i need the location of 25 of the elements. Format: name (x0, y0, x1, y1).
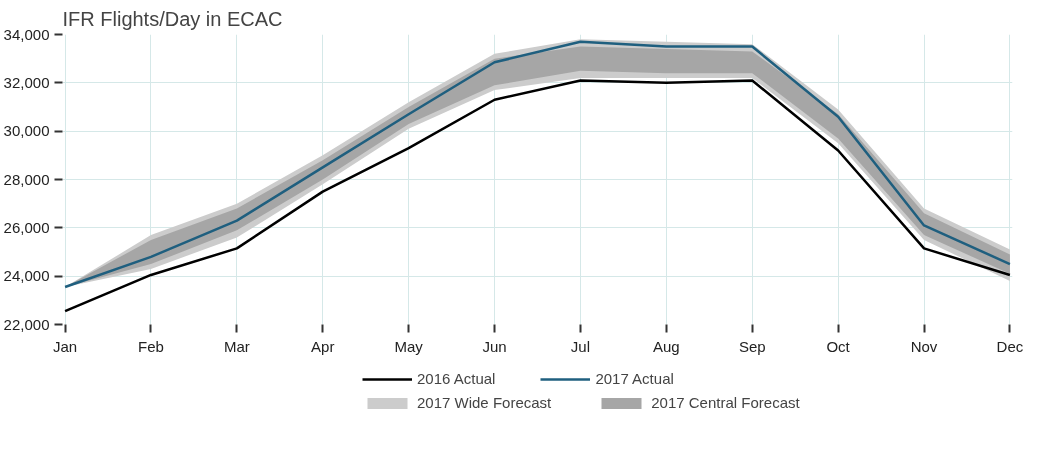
x-tick-label: Aug (653, 337, 680, 355)
y-tick-label: 30,000 (3, 122, 50, 140)
y-tick-label: 34,000 (3, 25, 50, 43)
x-tick-label: Apr (311, 337, 335, 355)
x-tick-label: Jul (570, 337, 591, 355)
legend-label: 2017 Central Forecast (651, 394, 800, 411)
x-tick-label: May (394, 337, 424, 355)
legend-label: 2017 Actual (595, 370, 674, 387)
x-tick-label: Dec (996, 337, 1024, 355)
x-tick-label: Mar (223, 337, 250, 355)
x-tick-label: Oct (826, 337, 851, 355)
y-tick-label: 22,000 (3, 315, 50, 333)
x-tick-label: Sep (738, 337, 766, 355)
y-tick-label: 24,000 (3, 267, 50, 285)
x-tick-label: Jun (482, 337, 507, 355)
chart-title: IFR Flights/Day in ECAC (62, 7, 283, 30)
y-tick-label: 28,000 (3, 170, 50, 188)
y-tick-label: 26,000 (3, 218, 50, 236)
y-tick-label: 32,000 (3, 73, 50, 91)
legend-label: 2016 Actual (417, 370, 496, 387)
line-series (63, 79, 1012, 313)
legend-label: 2017 Wide Forecast (417, 394, 552, 411)
x-tick-label: Jan (52, 337, 78, 355)
x-tick-label: Nov (910, 337, 938, 355)
x-tick-label: Feb (138, 337, 164, 355)
